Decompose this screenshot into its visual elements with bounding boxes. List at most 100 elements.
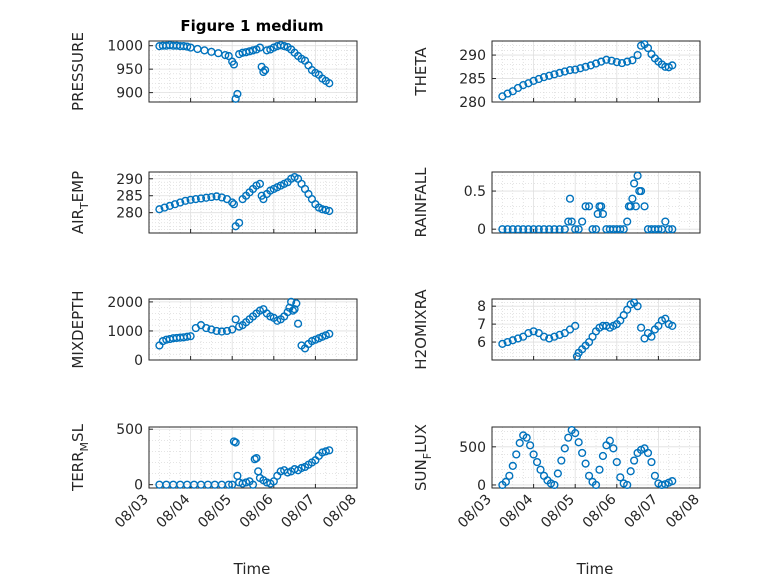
x-axis-label-right: Time (576, 560, 614, 578)
data-point (248, 480, 258, 489)
y-tick-label: 6 (477, 335, 486, 351)
y-tick-label: 290 (116, 172, 143, 188)
data-point (248, 46, 258, 55)
data-point (640, 202, 649, 211)
data-point (288, 306, 297, 315)
data-point (321, 447, 330, 456)
data-point (581, 202, 590, 211)
data-point (212, 326, 221, 336)
data-point (287, 297, 296, 307)
data-point (498, 225, 507, 234)
x-tick-label: 08/08 (320, 492, 360, 532)
data-point (529, 450, 538, 459)
data-point (647, 457, 656, 467)
data-point (588, 225, 597, 234)
data-point (617, 58, 627, 68)
data-point (643, 448, 653, 458)
y-tick-label: 290 (459, 48, 486, 64)
data-point (231, 315, 240, 324)
axes-border (491, 298, 701, 361)
data-point (503, 225, 512, 234)
y-axis-label-text: RAINFALL (412, 167, 430, 238)
data-point (555, 68, 564, 78)
data-point (571, 321, 580, 331)
data-point (191, 195, 200, 204)
data-point (609, 444, 618, 453)
data-point (235, 218, 244, 227)
data-point (522, 433, 531, 442)
y-tick-label: 280 (116, 206, 143, 222)
data-point (633, 171, 642, 180)
y-axis-label-text: MIXDEPTH (69, 290, 87, 368)
data-point (221, 50, 230, 60)
data-point (598, 451, 608, 461)
data-point (529, 225, 538, 234)
data-point (325, 329, 334, 338)
y-axis-label-text: AIR (69, 209, 87, 234)
data-point (160, 203, 169, 212)
data-point (555, 330, 564, 339)
data-point (630, 456, 639, 465)
data-point (255, 179, 265, 188)
x-tick-label: 08/03 (112, 492, 152, 532)
data-point (654, 225, 663, 234)
data-point (550, 332, 559, 341)
data-point (186, 332, 195, 341)
data-point (231, 94, 240, 103)
y-axis-label-text: SUN (412, 459, 430, 491)
data-point (550, 70, 559, 79)
data-point (657, 480, 666, 490)
data-point (668, 321, 677, 331)
data-point (630, 179, 639, 188)
data-point (560, 444, 569, 453)
data-point (229, 200, 239, 209)
data-point (165, 201, 174, 210)
x-tick-label: 08/07 (278, 492, 318, 532)
data-point (631, 202, 640, 211)
data-point (560, 67, 569, 76)
y-axis-label: AIRTEMP (69, 171, 91, 234)
data-point (584, 471, 594, 480)
data-point (529, 327, 538, 336)
data-point (612, 457, 621, 467)
y-axis-label: PRESSURE (69, 32, 87, 111)
data-point (280, 42, 289, 51)
data-point (564, 433, 573, 442)
y-axis-label: TERRMSL (69, 423, 91, 492)
data-point (513, 334, 523, 343)
data-point (297, 463, 306, 473)
axes-border (491, 40, 701, 103)
data-point (183, 332, 192, 341)
data-point (661, 217, 670, 226)
y-axis-label-subscript: F (421, 453, 434, 459)
data-point (170, 200, 180, 209)
data-point (593, 209, 602, 219)
data-point (550, 225, 559, 234)
x-tick-label: 08/05 (195, 492, 235, 532)
y-tick-label: 0.5 (464, 184, 486, 200)
figure-title: Figure 1 medium (180, 17, 323, 35)
data-point (539, 332, 549, 341)
data-point (202, 323, 211, 333)
data-point (231, 438, 240, 447)
data-point (228, 325, 237, 334)
data-point (586, 61, 595, 70)
data-point (578, 217, 587, 226)
data-point (534, 74, 543, 84)
subplot-rainfall: 0 0.5 RAINFALL (412, 167, 701, 238)
data-point (512, 450, 521, 459)
y-axis-label: THETA (412, 47, 430, 97)
data-point (545, 71, 554, 80)
axes-border (148, 40, 358, 103)
y-axis-label-subscript: M (78, 442, 91, 452)
y-tick-label: 500 (459, 440, 486, 456)
data-point (508, 225, 517, 234)
subplot-terr: 0 500 08/03 08/04 08/05 08/06 08/07 08/08 TERRMS… (69, 422, 360, 531)
data-point (176, 198, 185, 207)
data-point (155, 205, 164, 214)
data-point (574, 438, 583, 447)
data-point (292, 299, 301, 308)
data-point (318, 448, 327, 457)
